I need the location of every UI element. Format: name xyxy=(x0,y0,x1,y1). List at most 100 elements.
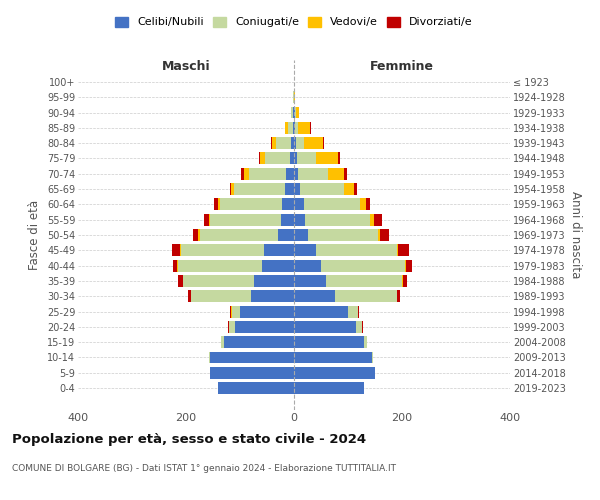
Bar xyxy=(296,152,316,164)
Bar xyxy=(370,214,374,226)
Bar xyxy=(218,198,220,210)
Bar xyxy=(287,122,293,134)
Bar xyxy=(179,244,181,256)
Bar xyxy=(204,214,209,226)
Bar xyxy=(294,229,308,241)
Bar xyxy=(230,183,232,195)
Bar xyxy=(178,275,183,287)
Bar xyxy=(199,229,278,241)
Bar xyxy=(295,106,296,118)
Bar xyxy=(260,152,265,164)
Bar xyxy=(294,137,296,149)
Text: Popolazione per età, sesso e stato civile - 2024: Popolazione per età, sesso e stato civil… xyxy=(12,432,366,446)
Bar xyxy=(220,198,282,210)
Bar xyxy=(355,183,356,195)
Bar xyxy=(378,229,380,241)
Bar xyxy=(254,275,294,287)
Bar xyxy=(218,382,294,394)
Bar xyxy=(296,106,299,118)
Bar xyxy=(361,198,366,210)
Bar xyxy=(286,183,294,195)
Bar xyxy=(328,168,344,179)
Bar xyxy=(232,306,240,318)
Text: Maschi: Maschi xyxy=(161,60,211,72)
Bar xyxy=(173,260,178,272)
Bar xyxy=(294,198,304,210)
Bar xyxy=(235,321,294,333)
Bar xyxy=(323,137,324,149)
Bar xyxy=(344,183,355,195)
Bar xyxy=(228,321,229,333)
Bar xyxy=(298,168,328,179)
Bar xyxy=(221,336,224,348)
Bar xyxy=(338,152,340,164)
Bar xyxy=(294,152,296,164)
Bar xyxy=(301,183,344,195)
Bar xyxy=(364,336,367,348)
Bar xyxy=(294,275,326,287)
Bar xyxy=(304,198,361,210)
Bar xyxy=(178,260,262,272)
Bar xyxy=(265,244,294,256)
Legend: Celibi/Nubili, Coniugati/e, Vedovi/e, Divorziati/e: Celibi/Nubili, Coniugati/e, Vedovi/e, Di… xyxy=(115,16,473,28)
Bar xyxy=(281,214,294,226)
Bar xyxy=(294,168,298,179)
Bar xyxy=(358,306,359,318)
Bar xyxy=(374,214,382,226)
Bar xyxy=(294,260,321,272)
Text: COMUNE DI BOLGARE (BG) - Dati ISTAT 1° gennaio 2024 - Elaborazione TUTTITALIA.IT: COMUNE DI BOLGARE (BG) - Dati ISTAT 1° g… xyxy=(12,464,396,473)
Bar xyxy=(298,122,310,134)
Bar xyxy=(286,122,287,134)
Bar xyxy=(181,244,265,256)
Bar xyxy=(366,198,370,210)
Bar xyxy=(291,106,293,118)
Bar xyxy=(282,198,294,210)
Bar xyxy=(265,152,290,164)
Bar xyxy=(294,336,364,348)
Bar xyxy=(286,168,294,179)
Bar xyxy=(248,168,286,179)
Bar xyxy=(294,352,372,364)
Bar xyxy=(326,275,402,287)
Bar xyxy=(234,183,286,195)
Bar xyxy=(294,183,301,195)
Bar xyxy=(211,214,281,226)
Bar xyxy=(188,290,191,302)
Bar xyxy=(184,275,254,287)
Bar xyxy=(397,290,400,302)
Bar xyxy=(372,352,373,364)
Bar xyxy=(278,229,294,241)
Bar xyxy=(308,229,378,241)
Bar xyxy=(316,152,338,164)
Bar xyxy=(232,183,234,195)
Bar xyxy=(193,229,199,241)
Bar xyxy=(211,352,294,364)
Bar xyxy=(295,122,298,134)
Bar xyxy=(294,382,364,394)
Bar xyxy=(406,260,412,272)
Y-axis label: Fasce di età: Fasce di età xyxy=(28,200,41,270)
Bar xyxy=(356,321,361,333)
Bar xyxy=(380,229,389,241)
Bar xyxy=(304,137,323,149)
Bar xyxy=(294,214,305,226)
Bar xyxy=(402,275,403,287)
Bar xyxy=(244,168,248,179)
Bar xyxy=(259,152,260,164)
Text: Femmine: Femmine xyxy=(370,60,434,72)
Bar xyxy=(240,306,294,318)
Bar xyxy=(230,306,232,318)
Bar xyxy=(398,244,409,256)
Bar xyxy=(296,137,304,149)
Bar xyxy=(172,244,179,256)
Bar xyxy=(241,168,244,179)
Bar xyxy=(191,290,251,302)
Bar xyxy=(344,168,347,179)
Bar xyxy=(404,260,406,272)
Bar xyxy=(348,306,358,318)
Bar xyxy=(209,214,211,226)
Bar xyxy=(335,290,397,302)
Bar xyxy=(290,152,294,164)
Bar xyxy=(294,122,295,134)
Y-axis label: Anni di nascita: Anni di nascita xyxy=(569,192,583,278)
